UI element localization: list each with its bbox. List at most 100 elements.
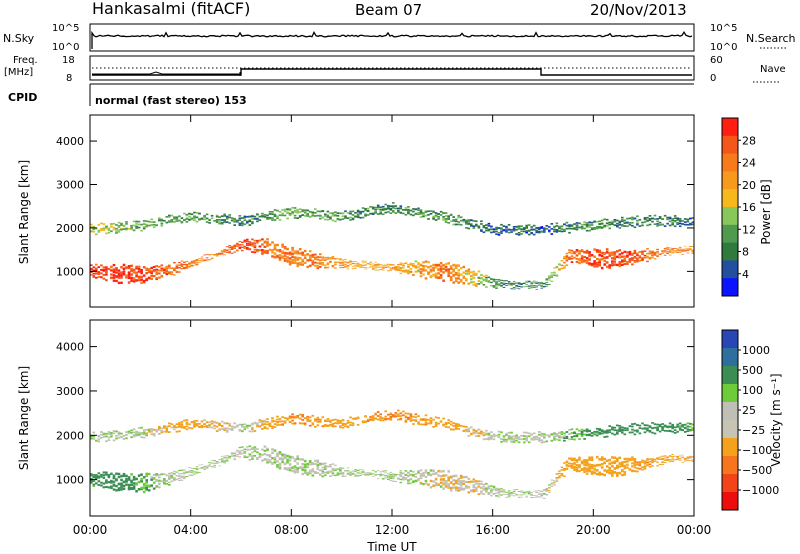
heatmap-cell xyxy=(140,281,143,284)
heatmap-cell xyxy=(349,264,352,266)
heatmap-cell xyxy=(251,215,254,218)
heatmap-cell xyxy=(351,217,355,220)
heatmap-cell xyxy=(465,221,468,224)
heatmap-cell xyxy=(278,420,282,423)
heatmap-cell xyxy=(621,216,624,219)
heatmap-cell xyxy=(137,433,141,436)
heatmap-cell xyxy=(472,489,476,492)
heatmap-cell xyxy=(135,225,138,228)
heatmap-cell xyxy=(668,224,672,227)
heatmap-cell xyxy=(366,210,370,213)
heatmap-cell xyxy=(432,472,435,475)
heatmap-cell xyxy=(349,261,352,263)
heatmap-cell xyxy=(447,478,450,482)
heatmap-cell xyxy=(241,217,244,219)
heatmap-cell xyxy=(303,471,307,475)
heatmap-cell xyxy=(248,219,252,222)
heatmap-cell xyxy=(490,434,493,437)
heatmap-cell xyxy=(215,254,219,256)
heatmap-cell xyxy=(593,228,596,230)
heatmap-cell xyxy=(359,212,362,215)
heatmap-cell xyxy=(193,262,196,264)
heatmap-cell xyxy=(671,427,674,430)
heatmap-cell xyxy=(487,432,491,435)
heatmap-cell xyxy=(140,275,143,279)
heatmap-cell xyxy=(414,413,418,416)
heatmap-cell xyxy=(631,431,634,434)
heatmap-cell xyxy=(686,422,690,425)
heatmap-cell xyxy=(142,274,146,277)
heatmap-cell xyxy=(379,211,382,213)
heatmap-cell xyxy=(683,458,687,460)
heatmap-cell xyxy=(261,243,264,246)
heatmap-cell xyxy=(115,275,118,278)
heatmap-cell xyxy=(512,288,516,290)
heatmap-cell xyxy=(452,474,455,478)
heatmap-cell xyxy=(392,414,395,416)
heatmap-cell xyxy=(454,220,458,223)
heatmap-cell xyxy=(253,430,257,432)
heatmap-cell xyxy=(268,460,272,463)
heatmap-cell xyxy=(600,462,604,466)
heatmap-cell xyxy=(545,285,549,287)
heatmap-cell xyxy=(374,475,377,476)
heatmap-cell xyxy=(253,448,257,450)
heatmap-cell xyxy=(462,218,466,221)
heatmap-cell xyxy=(648,215,652,217)
heatmap-cell xyxy=(241,241,244,243)
heatmap-cell xyxy=(543,435,546,438)
heatmap-cell xyxy=(110,479,113,483)
heatmap-cell xyxy=(354,473,357,475)
heatmap-cell xyxy=(200,260,204,262)
heatmap-cell xyxy=(336,261,340,263)
heatmap-cell xyxy=(538,230,541,233)
heatmap-cell xyxy=(447,483,450,486)
heatmap-cell xyxy=(404,209,408,211)
heatmap-cell xyxy=(198,426,201,428)
heatmap-cell xyxy=(238,453,242,455)
heatmap-cell xyxy=(253,246,257,249)
heatmap-cell xyxy=(492,485,496,488)
heatmap-cell xyxy=(507,431,511,434)
heatmap-cell xyxy=(477,225,481,228)
heatmap-cell xyxy=(585,256,589,260)
heatmap-cell xyxy=(334,263,337,266)
heatmap-cell xyxy=(414,473,418,475)
heatmap-cell xyxy=(651,422,654,424)
heatmap-cell xyxy=(560,473,564,475)
heatmap-cell xyxy=(419,263,423,266)
heatmap-cell xyxy=(193,420,196,422)
heatmap-cell xyxy=(452,486,455,489)
heatmap-cell xyxy=(447,419,450,421)
heatmap-cell xyxy=(447,215,450,217)
heatmap-cell xyxy=(190,262,194,264)
heatmap-cell xyxy=(527,224,531,226)
heatmap-cell xyxy=(472,277,476,279)
heatmap-cell xyxy=(656,457,659,459)
heatmap-cell xyxy=(555,274,559,276)
heatmap-cell xyxy=(379,413,382,416)
heatmap-cell xyxy=(467,223,471,225)
heatmap-cell xyxy=(225,457,229,459)
heatmap-cell xyxy=(583,459,586,462)
heatmap-cell xyxy=(147,489,151,492)
heatmap-cell xyxy=(283,462,287,465)
heatmap-cell xyxy=(321,472,325,474)
heatmap-cell xyxy=(321,210,325,212)
heatmap-cell xyxy=(163,473,166,476)
heatmap-cell xyxy=(117,225,121,227)
heatmap-cell xyxy=(575,464,579,467)
heatmap-cell xyxy=(120,432,123,435)
heatmap-cell xyxy=(598,458,601,461)
heatmap-cell xyxy=(203,260,206,262)
heatmap-cell xyxy=(412,474,415,476)
heatmap-cell xyxy=(462,271,466,274)
heatmap-cell xyxy=(638,256,642,259)
heatmap-cell xyxy=(371,213,375,215)
heatmap-cell xyxy=(563,468,566,470)
heatmap-cell xyxy=(278,457,282,461)
heatmap-cell xyxy=(535,289,538,290)
heatmap-cell xyxy=(301,463,304,466)
heatmap-cell xyxy=(145,474,148,477)
heatmap-cell xyxy=(520,225,523,227)
